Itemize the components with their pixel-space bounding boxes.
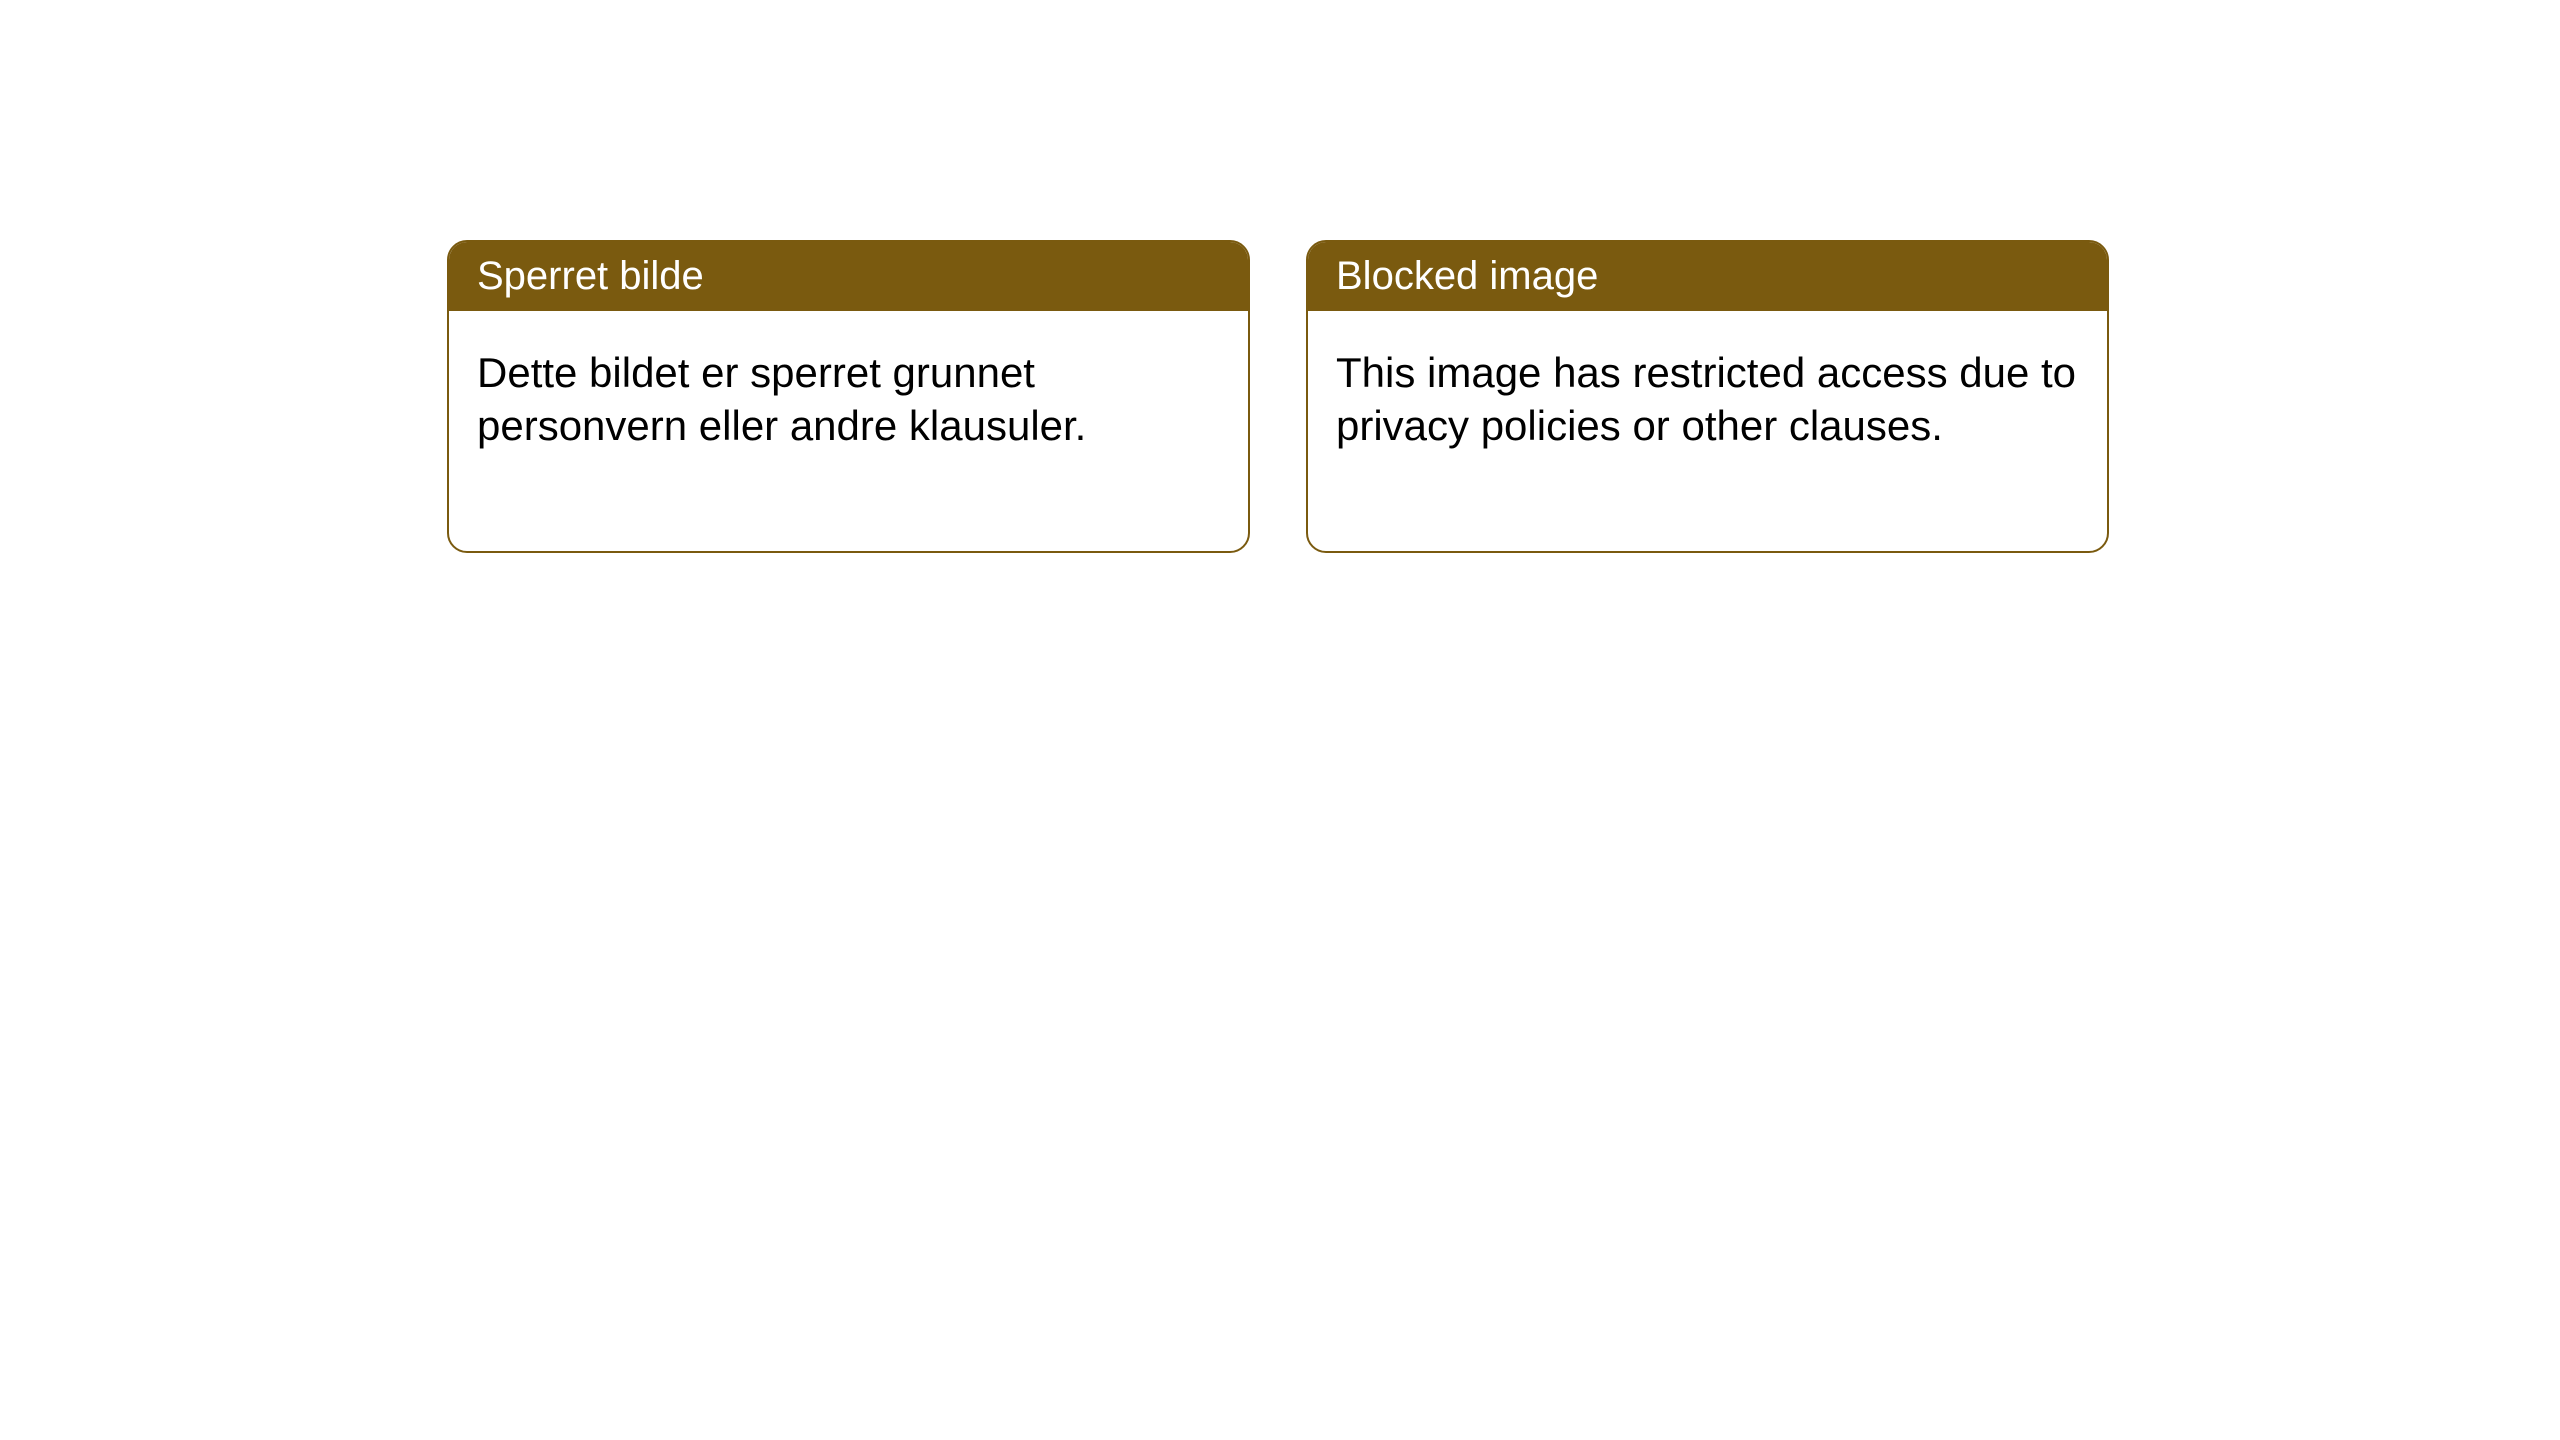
card-body-text: This image has restricted access due to … — [1336, 349, 2076, 449]
card-body: Dette bildet er sperret grunnet personve… — [449, 311, 1248, 551]
card-body-text: Dette bildet er sperret grunnet personve… — [477, 349, 1086, 449]
card-body: This image has restricted access due to … — [1308, 311, 2107, 551]
card-title: Blocked image — [1336, 254, 1598, 298]
card-header: Sperret bilde — [449, 242, 1248, 311]
cards-container: Sperret bilde Dette bildet er sperret gr… — [447, 240, 2109, 553]
card-title: Sperret bilde — [477, 254, 704, 298]
blocked-image-card-norwegian: Sperret bilde Dette bildet er sperret gr… — [447, 240, 1250, 553]
card-header: Blocked image — [1308, 242, 2107, 311]
blocked-image-card-english: Blocked image This image has restricted … — [1306, 240, 2109, 553]
